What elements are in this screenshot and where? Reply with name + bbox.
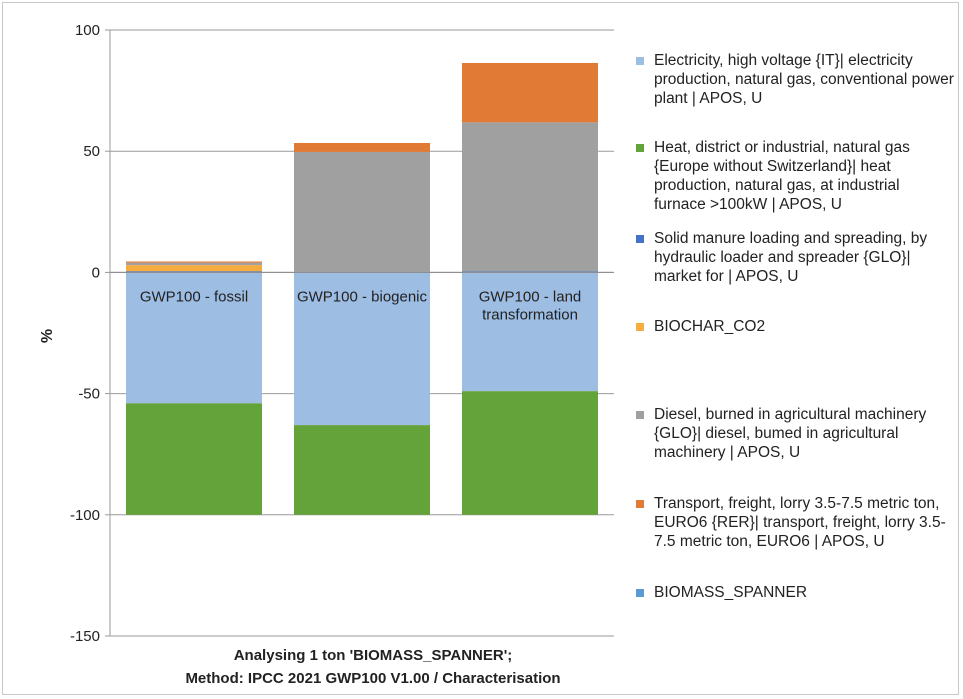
legend-label: Solid manure loading and spreading, by h… <box>654 230 928 285</box>
legend-swatch <box>636 144 644 152</box>
y-tick-label: 0 <box>92 264 100 281</box>
y-tick-label: -100 <box>70 507 100 524</box>
legend-swatch <box>636 589 644 597</box>
legend-label: Heat, district or industrial, natural ga… <box>654 139 910 213</box>
chart-title-line-2: Method: IPCC 2021 GWP100 V1.00 / Charact… <box>185 670 560 687</box>
legend-label: Diesel, burned in agricultural machinery… <box>654 406 927 461</box>
legend-item: Electricity, high voltage {IT}| electric… <box>636 51 954 108</box>
legend-label: BIOMASS_SPANNER <box>654 584 808 601</box>
y-tick-label: -50 <box>78 386 100 403</box>
category-label: GWP100 - fossil <box>140 288 248 305</box>
legend-swatch <box>636 57 644 65</box>
legend-item: Solid manure loading and spreading, by h… <box>636 229 954 286</box>
category-labels: GWP100 - fossil GWP100 - biogenic GWP100 -… <box>140 288 581 323</box>
bar-segment-0 <box>462 272 598 392</box>
bar-segment-5 <box>462 62 598 123</box>
y-axis-label: % <box>39 329 56 343</box>
bar-segment-4 <box>126 262 262 266</box>
bars <box>126 62 598 515</box>
category-label: transformation <box>482 306 578 323</box>
legend-swatch <box>636 235 644 243</box>
bar-segment-3 <box>126 265 262 272</box>
bar-segment-4 <box>462 122 598 272</box>
y-axis-ticks: -150 -100 -50 0 50 100 <box>70 22 100 645</box>
legend-swatch <box>636 500 644 508</box>
legend-item: Diesel, burned in agricultural machinery… <box>636 405 954 462</box>
bar-segment-5 <box>294 142 430 152</box>
bar-segment-0 <box>294 272 430 426</box>
legend-label: Electricity, high voltage {IT}| electric… <box>654 52 954 107</box>
chart-title-line-1: Analysing 1 ton 'BIOMASS_SPANNER'; <box>234 647 513 664</box>
legend-label: Transport, freight, lorry 3.5-7.5 metric… <box>654 495 946 550</box>
y-tick-label: 50 <box>83 143 100 160</box>
legend-label: BIOCHAR_CO2 <box>654 318 766 335</box>
bar-segment-1 <box>126 403 262 515</box>
bar-segment-1 <box>462 391 598 515</box>
category-label: GWP100 - biogenic <box>297 288 428 305</box>
legend-swatch <box>636 411 644 419</box>
y-tick-label: -150 <box>70 628 100 645</box>
bar-segment-1 <box>294 425 430 515</box>
legend-item: BIOMASS_SPANNER <box>636 583 954 602</box>
legend-item: BIOCHAR_CO2 <box>636 317 954 336</box>
bar-segment-5 <box>126 261 262 263</box>
y-tick-label: 100 <box>75 22 100 39</box>
bar-segment-4 <box>294 151 430 272</box>
legend-item: Transport, freight, lorry 3.5-7.5 metric… <box>636 494 954 551</box>
category-label: GWP100 - land <box>479 288 582 305</box>
legend-swatch <box>636 323 644 331</box>
bar-segment-2 <box>126 271 262 273</box>
legend-item: Heat, district or industrial, natural ga… <box>636 138 954 214</box>
bar-segment-0 <box>126 272 262 404</box>
